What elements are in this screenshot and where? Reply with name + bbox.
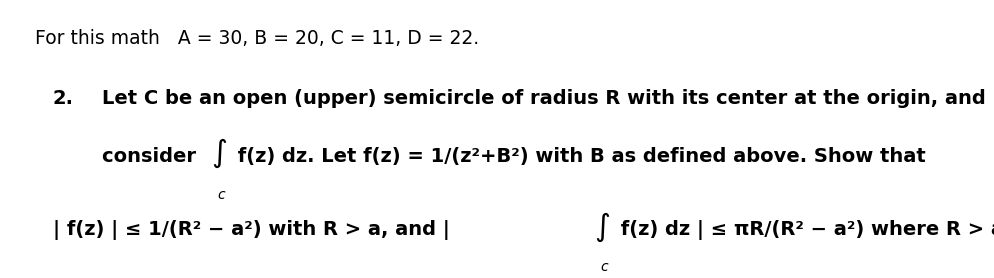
Text: For this math   A = 30, B = 20, C = 11, D = 22.: For this math A = 30, B = 20, C = 11, D …: [35, 29, 478, 48]
Text: f(z) dz. Let f(z) = 1/(z²+B²) with B as defined above. Show that: f(z) dz. Let f(z) = 1/(z²+B²) with B as …: [231, 147, 924, 166]
Text: c: c: [599, 260, 607, 274]
Text: ∫: ∫: [211, 139, 227, 168]
Text: ∫: ∫: [593, 213, 609, 242]
Text: consider: consider: [102, 147, 203, 166]
Text: | f(z) | ≤ 1/(R² − a²) with R > a, and |: | f(z) | ≤ 1/(R² − a²) with R > a, and |: [53, 220, 456, 240]
Text: c: c: [217, 188, 225, 202]
Text: f(z) dz | ≤ πR/(R² − a²) where R > a: f(z) dz | ≤ πR/(R² − a²) where R > a: [613, 220, 994, 240]
Text: Let C be an open (upper) semicircle of radius R with its center at the origin, a: Let C be an open (upper) semicircle of r…: [102, 89, 985, 108]
Text: 2.: 2.: [53, 89, 74, 108]
